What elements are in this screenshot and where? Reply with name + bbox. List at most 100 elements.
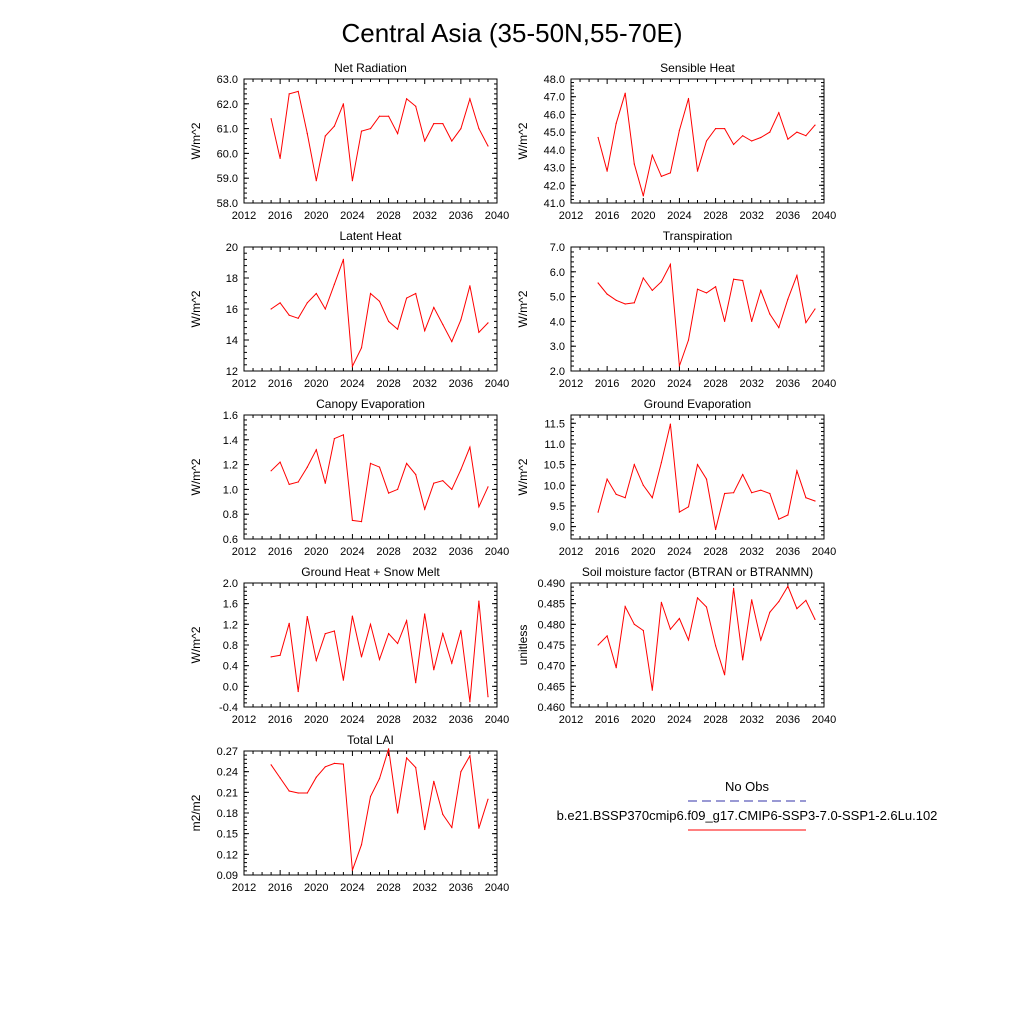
x-tick-label: 2012: [232, 546, 256, 558]
data-point: [660, 281, 663, 283]
data-point: [369, 462, 372, 464]
data-point: [306, 792, 308, 794]
data-point: [814, 124, 816, 126]
data-point: [624, 606, 626, 608]
data-point: [742, 135, 744, 137]
data-point: [660, 461, 663, 464]
data-point: [270, 656, 272, 658]
y-tick-label: 42.0: [544, 180, 565, 192]
data-point: [369, 128, 372, 130]
y-tick-label: 45.0: [544, 127, 565, 139]
x-tick-label: 2024: [667, 378, 691, 390]
y-tick-label: 1.4: [223, 435, 238, 447]
x-tick-label: 2020: [631, 210, 655, 222]
x-tick-label: 2032: [412, 546, 436, 558]
data-point: [433, 669, 435, 671]
panel-sensible-heat: Sensible Heat W/m^2 2012 2016 2020 2024 2028 20…: [516, 61, 836, 222]
x-tick-label: 2012: [232, 882, 256, 894]
x-tick-label: 2016: [268, 546, 292, 558]
data-point: [424, 508, 426, 510]
data-point: [478, 128, 480, 130]
panel-title: Soil moisture factor (BTRAN or BTRANMN): [582, 565, 813, 579]
data-point: [324, 135, 326, 137]
data-point: [678, 129, 681, 131]
data-point: [279, 777, 281, 779]
data-point: [415, 473, 417, 476]
data-point: [406, 620, 408, 622]
data-point: [751, 492, 753, 494]
data-point: [397, 328, 399, 330]
x-tick-label: 2024: [667, 546, 691, 558]
y-tick-label: 0.8: [223, 509, 238, 521]
data-point: [814, 618, 816, 621]
data-point: [378, 778, 381, 780]
data-point: [342, 258, 344, 260]
data-point: [669, 423, 672, 425]
x-tick-label: 2036: [776, 546, 800, 558]
x-tick-label: 2020: [304, 210, 328, 222]
x-tick-label: 2028: [376, 882, 400, 894]
data-point: [306, 302, 308, 304]
x-tick-label: 2024: [667, 714, 691, 726]
data-point: [378, 115, 381, 117]
y-tick-label: 41.0: [544, 198, 565, 210]
y-tick-label: 63.0: [217, 74, 238, 86]
y-tick-label: 5.0: [550, 292, 565, 304]
data-point: [315, 292, 317, 295]
data-point: [415, 766, 417, 769]
data-point: [279, 654, 281, 656]
x-tick-label: 2032: [412, 714, 436, 726]
data-point: [597, 511, 599, 513]
data-point: [397, 488, 399, 490]
data-point: [715, 528, 717, 531]
y-tick-label: 20: [226, 242, 238, 254]
data-point: [406, 757, 408, 759]
data-point: [696, 288, 699, 290]
data-point: [678, 617, 681, 620]
x-tick-label: 2016: [268, 378, 292, 390]
data-point: [487, 696, 489, 698]
y-tick-label: 12: [226, 366, 238, 378]
data-point: [615, 299, 617, 301]
x-tick-label: 2036: [776, 210, 800, 222]
data-point: [388, 115, 390, 117]
data-point: [796, 274, 798, 277]
y-tick-label: 1.0: [223, 484, 238, 496]
x-tick-label: 2012: [559, 378, 583, 390]
data-point: [442, 480, 444, 482]
y-axis-label: W/m^2: [516, 122, 530, 159]
data-point: [315, 449, 317, 451]
data-point: [306, 616, 308, 618]
data-point: [315, 659, 317, 662]
data-point: [424, 613, 426, 615]
data-point: [279, 302, 281, 304]
data-point: [469, 446, 471, 448]
data-point: [460, 128, 462, 130]
data-point: [760, 639, 762, 641]
data-point: [624, 497, 626, 499]
data-point: [297, 90, 299, 92]
y-tick-label: 0.485: [537, 599, 565, 611]
data-point: [315, 180, 317, 182]
data-point: [796, 470, 798, 472]
data-point: [442, 633, 444, 635]
data-point: [678, 365, 681, 367]
x-tick-label: 2032: [412, 378, 436, 390]
data-point: [733, 587, 735, 590]
y-axis-label: unitless: [516, 625, 530, 666]
data-point: [279, 461, 281, 463]
x-tick-label: 2040: [485, 378, 509, 390]
data-point: [751, 140, 753, 142]
data-point: [342, 679, 344, 681]
x-tick-label: 2012: [559, 210, 583, 222]
x-tick-label: 2036: [449, 882, 473, 894]
data-point: [306, 133, 308, 135]
data-point: [606, 293, 608, 295]
data-point: [760, 289, 762, 291]
data-point: [451, 662, 453, 664]
data-point: [769, 611, 771, 613]
data-point: [705, 140, 708, 142]
y-tick-label: 0.8: [223, 640, 238, 652]
panel-title: Latent Heat: [339, 229, 402, 243]
